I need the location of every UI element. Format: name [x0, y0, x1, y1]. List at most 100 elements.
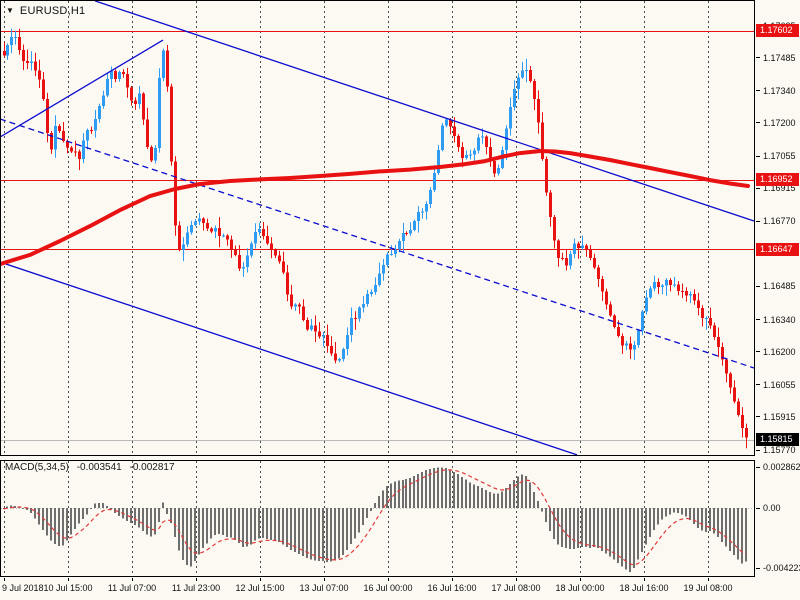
- macd-histogram-bar: [465, 479, 467, 508]
- macd-indicator-pane[interactable]: [0, 460, 756, 578]
- candle-body: [254, 232, 257, 244]
- macd-histogram-bar: [485, 490, 487, 508]
- macd-histogram-bar: [26, 508, 28, 510]
- macd-histogram-bar: [669, 508, 671, 515]
- macd-histogram-bar: [733, 508, 735, 555]
- macd-histogram-bar: [701, 508, 703, 531]
- macd-histogram-bar: [334, 508, 336, 561]
- candle-body: [445, 119, 448, 126]
- macd-histogram-bar: [254, 508, 256, 541]
- candle-body: [425, 204, 428, 212]
- price-tick-mark: [756, 187, 760, 189]
- macd-histogram-bar: [362, 508, 364, 525]
- candle-body: [122, 71, 125, 75]
- time-tick-mark: [516, 578, 517, 581]
- price-tick-mark: [756, 449, 760, 451]
- macd-histogram-bar: [617, 508, 619, 564]
- macd-histogram-bar: [194, 508, 196, 561]
- level-price-badge: 1.17602: [756, 24, 799, 38]
- candle-body: [653, 281, 656, 289]
- macd-histogram-bar: [390, 483, 392, 508]
- price-tick-label: 1.17200: [763, 117, 796, 128]
- macd-histogram-bar: [14, 505, 16, 508]
- macd-histogram-bar: [10, 505, 12, 508]
- macd-histogram-bar: [405, 478, 407, 508]
- candle-body: [413, 221, 416, 230]
- candle-body: [629, 343, 632, 350]
- macd-histogram-bar: [501, 491, 503, 508]
- candle-body: [709, 317, 712, 326]
- time-tick-mark: [260, 578, 261, 581]
- macd-histogram-bar: [70, 508, 72, 535]
- candle-body: [178, 225, 181, 250]
- trendline-channel-midline: [0, 118, 755, 369]
- macd-histogram-bar: [258, 508, 260, 539]
- candle-body: [274, 250, 277, 256]
- candle-body: [118, 71, 121, 79]
- candle-body: [206, 222, 209, 229]
- candle-body: [677, 284, 680, 291]
- time-tick-label: 17 Jul 08:00: [491, 583, 541, 593]
- macd-histogram-bar: [541, 508, 543, 512]
- candle-body: [382, 264, 385, 274]
- macd-tick-mark: [756, 567, 760, 569]
- price-tick-mark: [756, 285, 760, 287]
- candle-body: [593, 258, 596, 268]
- price-tick-label: 1.16200: [763, 346, 796, 357]
- time-tick-mark: [580, 578, 581, 581]
- candle-body: [741, 415, 744, 428]
- macd-histogram-bar: [517, 476, 519, 508]
- macd-histogram-bar: [657, 508, 659, 525]
- macd-histogram-bar: [741, 508, 743, 564]
- main-pane-border: [0, 0, 755, 456]
- trendline-channel-lower: [0, 261, 578, 456]
- candle-body: [733, 387, 736, 402]
- macd-histogram-bar: [218, 508, 220, 534]
- candle-body: [294, 304, 297, 307]
- macd-histogram-bar: [66, 508, 68, 541]
- macd-histogram-bar: [6, 506, 8, 508]
- main-price-pane[interactable]: [0, 0, 756, 457]
- macd-histogram-bar: [509, 483, 511, 508]
- candle-body: [238, 254, 241, 269]
- candle-body: [230, 239, 233, 250]
- macd-histogram-bar: [445, 468, 447, 508]
- candle-body: [589, 250, 592, 259]
- candle-body: [613, 315, 616, 327]
- macd-histogram-bar: [150, 508, 152, 537]
- candle-body: [30, 61, 33, 64]
- macd-histogram-bar: [34, 508, 36, 519]
- macd-histogram-bar: [453, 471, 455, 508]
- macd-histogram-bar: [521, 474, 523, 508]
- macd-histogram-bar: [202, 508, 204, 549]
- time-tick-label: 11 Jul 07:00: [107, 583, 157, 593]
- macd-histogram-bar: [190, 508, 192, 567]
- macd-histogram-bar: [50, 508, 52, 541]
- candle-body: [405, 232, 408, 234]
- macd-histogram-bar: [665, 508, 667, 517]
- macd-histogram-bar: [82, 508, 84, 519]
- candle-body: [581, 245, 584, 249]
- candle-body: [218, 228, 221, 236]
- trendline-channel-upper: [94, 0, 755, 222]
- macd-histogram-bar: [154, 508, 156, 535]
- chart-title-row: ▼ EURUSD,H1: [6, 5, 85, 17]
- macd-histogram-bar: [533, 491, 535, 508]
- candle-body: [529, 70, 532, 81]
- time-axis[interactable]: 9 Jul 2018 10 Jul 15:00 11 Jul 07:00 11 Jul…: [0, 578, 756, 600]
- candle-body: [214, 228, 217, 232]
- macd-histogram-bar: [605, 508, 607, 554]
- macd-histogram-bar: [585, 508, 587, 548]
- price-tick-label: 1.15770: [763, 445, 796, 456]
- macd-histogram-bar: [553, 508, 555, 539]
- candle-body: [577, 243, 580, 249]
- candle-body: [50, 133, 53, 150]
- time-tick-label: 16 Jul 00:00: [363, 583, 413, 593]
- candle-body: [90, 130, 93, 132]
- price-axis[interactable]: 1.176251.174851.173401.172001.170551.169…: [756, 0, 800, 578]
- price-tick-mark: [756, 416, 760, 418]
- macd-histogram-bar: [306, 508, 308, 558]
- candle-body: [306, 319, 309, 330]
- macd-histogram-bar: [693, 508, 695, 524]
- candle-body: [513, 89, 516, 107]
